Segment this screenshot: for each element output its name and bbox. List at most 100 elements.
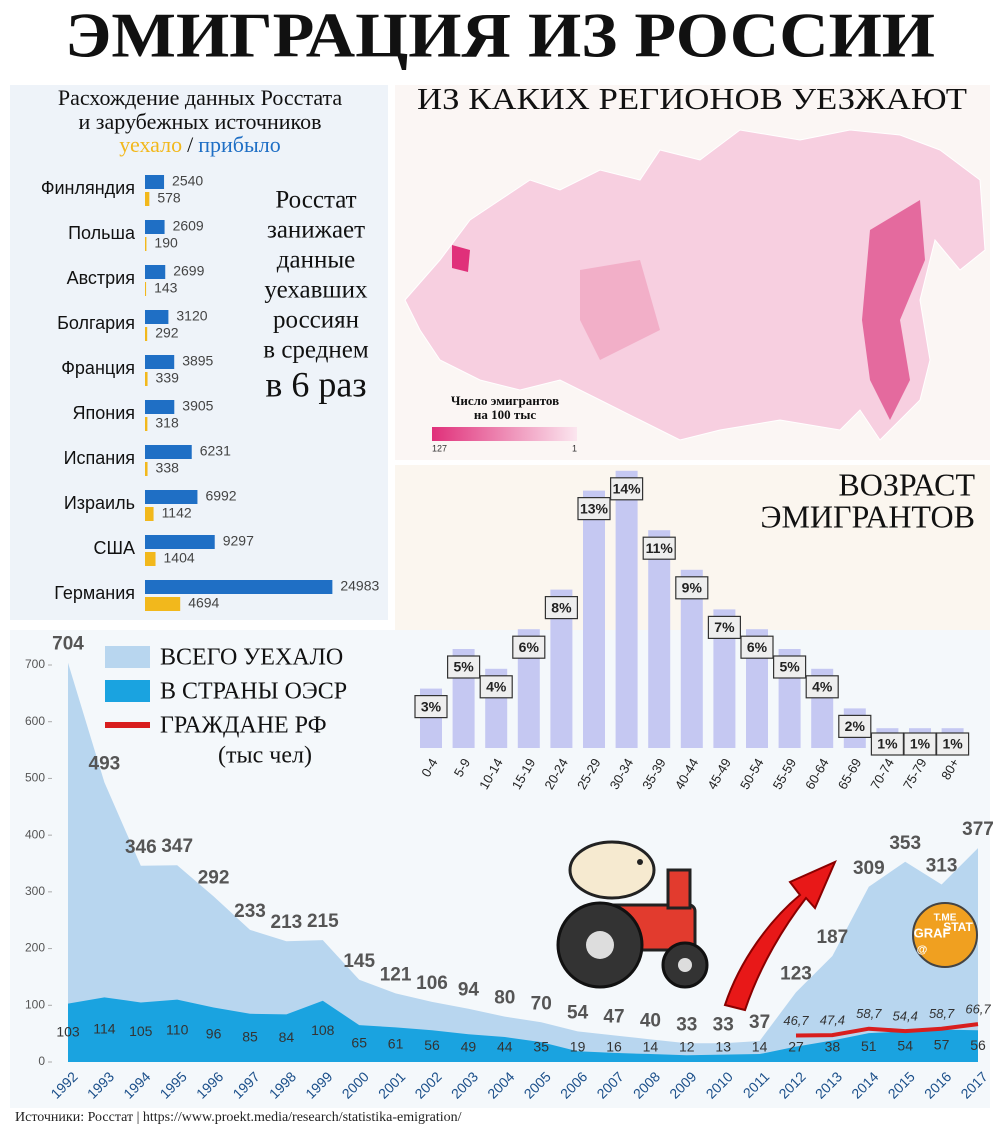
value-label: 106	[416, 973, 448, 994]
bar	[145, 490, 198, 504]
value-label: 9297	[223, 533, 254, 549]
category-label: Франция	[61, 358, 135, 378]
value-label: 56	[970, 1037, 986, 1053]
annotation: уехавших	[264, 277, 368, 304]
category-label: Финляндия	[41, 178, 135, 198]
bar	[145, 552, 156, 566]
value-label: 12	[679, 1039, 695, 1055]
value-label: 121	[380, 964, 412, 985]
chart-title: и зарубежных источников	[79, 109, 322, 134]
bar	[145, 327, 148, 341]
main-title: ЭМИГРАЦИЯ ИЗ РОССИИ	[65, 0, 935, 71]
value-label: 38	[825, 1039, 841, 1055]
value-label: 213	[271, 912, 303, 933]
value-label: 114	[93, 1020, 116, 1036]
value-label: 33	[713, 1014, 734, 1035]
category-label: Израиль	[64, 493, 135, 513]
bar	[145, 220, 165, 234]
value-label: 54	[567, 1002, 589, 1023]
bar	[145, 580, 333, 594]
category-label: США	[93, 538, 135, 558]
source: Источники: Росстат | https://www.proekt.…	[15, 1110, 462, 1125]
value-box	[838, 714, 872, 739]
value-label: 578	[157, 190, 181, 206]
value-label: 3905	[182, 398, 213, 414]
bar	[145, 372, 148, 386]
value-label: 2609	[173, 218, 204, 234]
bar	[145, 282, 147, 296]
legend-min: 1	[572, 443, 577, 453]
value-label: 56	[424, 1037, 440, 1053]
category-label: Австрия	[67, 268, 135, 288]
value-box	[935, 732, 970, 756]
y-tick-label: 700	[25, 657, 45, 671]
bar	[145, 192, 150, 206]
value-label: 318	[155, 415, 179, 431]
bar	[145, 507, 154, 521]
legend-title: Число эмигрантов	[451, 393, 559, 408]
value-label: 292	[155, 325, 179, 341]
value-label: 66,7	[965, 1002, 991, 1017]
logo-text: STAT	[943, 920, 973, 934]
y-tick-label: 200	[25, 941, 45, 955]
legend-label: ВСЕГО УЕХАЛО	[160, 645, 343, 671]
value-label: 94	[458, 980, 480, 1001]
value-box	[479, 675, 513, 699]
logo-text: GRAF	[914, 925, 951, 940]
value-label: 4%	[812, 679, 833, 695]
value-label: 1404	[164, 550, 195, 566]
value-box	[447, 655, 481, 679]
category-label: Германия	[54, 583, 135, 603]
value-label: 16	[606, 1039, 622, 1055]
annotation: в 6 раз	[265, 364, 366, 404]
value-box	[675, 576, 709, 600]
bar	[145, 462, 148, 476]
value-label: 4694	[188, 595, 219, 611]
logo-bg	[912, 902, 978, 968]
y-tick-label: 100	[25, 997, 45, 1011]
value-label: 40	[640, 1010, 661, 1031]
value-label: 4%	[486, 679, 507, 695]
value-label: 2540	[172, 173, 203, 189]
value-label: 58,7	[929, 1006, 955, 1021]
bar	[145, 597, 181, 611]
value-box	[642, 536, 676, 560]
value-box	[740, 635, 774, 659]
value-label: 65	[351, 1034, 367, 1050]
value-label: 7%	[714, 619, 735, 635]
annotation: данные	[277, 247, 355, 274]
value-label: 61	[388, 1035, 404, 1051]
area	[68, 997, 978, 1062]
legend-max: 127	[432, 443, 447, 453]
legend-note: (тыс чел)	[218, 743, 312, 769]
value-label: 1%	[910, 736, 931, 752]
legend-swatch	[105, 680, 150, 702]
legend-entry: /	[187, 132, 194, 157]
bar	[145, 535, 215, 549]
value-label: 46,7	[783, 1013, 809, 1028]
tractor-pipe	[666, 868, 692, 910]
value-label: 108	[311, 1022, 335, 1038]
tractor-hub	[678, 958, 692, 972]
y-tick-label: 500	[25, 771, 45, 785]
value-label: 233	[234, 901, 266, 922]
value-label: 37	[749, 1012, 770, 1033]
value-label: 49	[461, 1039, 477, 1055]
y-tick-label: 300	[25, 884, 45, 898]
value-label: 190	[154, 235, 178, 251]
value-label: 338	[156, 460, 180, 476]
value-label: 309	[853, 858, 885, 879]
annotation: занижает	[267, 217, 365, 244]
value-label: 6992	[205, 488, 236, 504]
y-tick-label: 400	[25, 827, 45, 841]
value-box	[772, 655, 807, 679]
value-label: 339	[156, 370, 180, 386]
value-label: 1%	[942, 736, 963, 752]
value-label: 24983	[340, 578, 379, 594]
illustration	[556, 840, 978, 1012]
legend-entry: уехало	[119, 132, 182, 157]
legend-scale	[432, 427, 577, 441]
value-label: 346	[125, 837, 157, 858]
value-label: 6231	[200, 443, 231, 459]
value-label: 54	[897, 1037, 913, 1053]
